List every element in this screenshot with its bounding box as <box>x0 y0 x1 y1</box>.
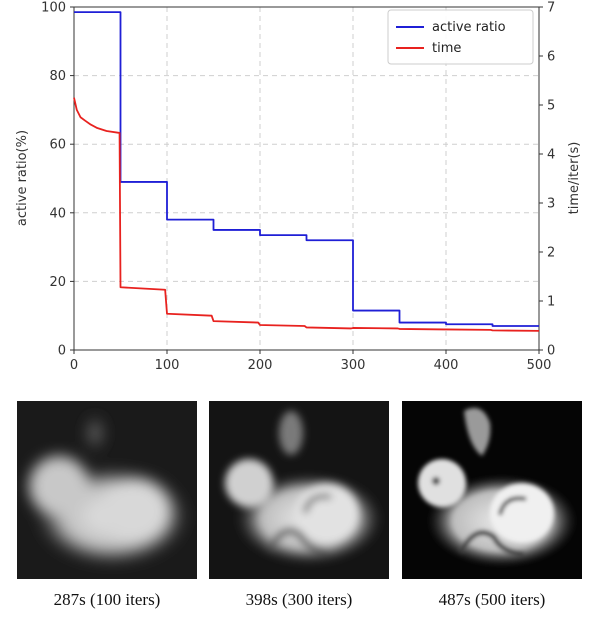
y2-tick-label: 6 <box>547 50 555 65</box>
y-tick-label: 80 <box>49 69 66 84</box>
y2-tick-label: 5 <box>547 99 555 114</box>
bunny-render-low-icon <box>17 401 197 579</box>
render-panel-500-iters <box>402 401 582 579</box>
x-tick-label: 100 <box>155 358 180 373</box>
y2-tick-label: 7 <box>547 1 555 16</box>
x-tick-label: 500 <box>527 358 552 373</box>
y-axis-label: active ratio(%) <box>15 130 30 226</box>
y2-tick-label: 4 <box>547 148 555 163</box>
legend-label-active-ratio: active ratio <box>432 20 506 35</box>
y2-tick-label: 2 <box>547 246 555 261</box>
y-tick-label: 20 <box>49 275 66 290</box>
render-panel-100-iters <box>17 401 197 579</box>
y-tick-label: 40 <box>49 206 66 221</box>
y2-axis-label: time/iter(s) <box>567 142 582 215</box>
x-tick-label: 400 <box>434 358 459 373</box>
render-caption-300-iters: 398s (300 iters) <box>245 590 353 609</box>
x-tick-label: 0 <box>70 358 78 373</box>
legend-label-time: time <box>432 41 461 56</box>
plot-frame <box>73 6 540 351</box>
series-lines <box>73 11 540 332</box>
legend: active ratio time <box>387 9 534 65</box>
y2-tick-label: 1 <box>547 295 555 310</box>
bunny-render-medium-icon <box>209 401 389 579</box>
bunny-render-high-icon <box>402 401 582 579</box>
series-line-active-ratio <box>74 11 539 327</box>
render-caption-100-iters: 287s (100 iters) <box>53 590 161 609</box>
y2-tick-label: 0 <box>547 344 555 359</box>
render-caption-500-iters: 487s (500 iters) <box>438 590 546 609</box>
legend-box <box>387 9 534 65</box>
y2-tick-label: 3 <box>547 197 555 212</box>
y-tick-label: 0 <box>58 344 66 359</box>
y-tick-label: 60 <box>49 138 66 153</box>
x-tick-label: 300 <box>341 358 366 373</box>
series-line-time <box>73 97 540 332</box>
x-tick-label: 200 <box>248 358 273 373</box>
render-panel-300-iters <box>209 401 389 579</box>
y-tick-label: 100 <box>41 1 66 16</box>
